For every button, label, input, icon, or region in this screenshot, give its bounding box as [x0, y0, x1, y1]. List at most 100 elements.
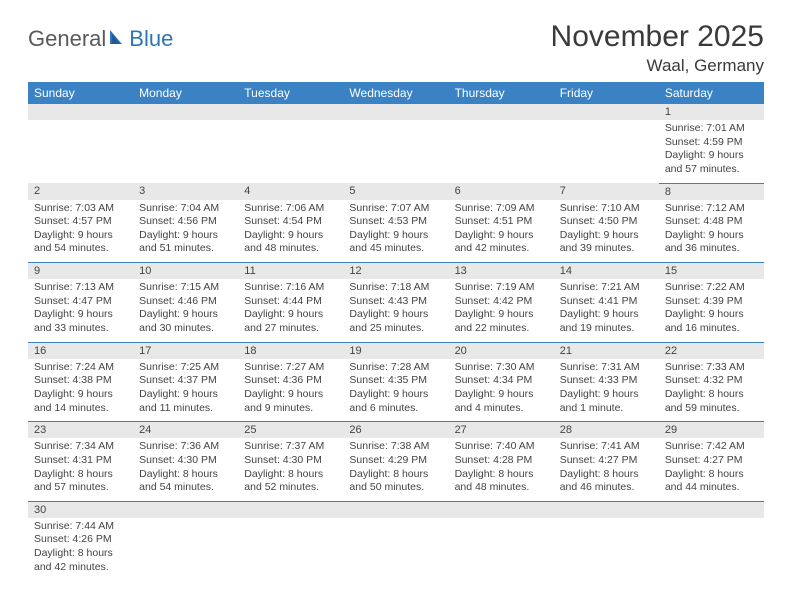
day-cell: Sunrise: 7:04 AMSunset: 4:56 PMDaylight:… — [133, 200, 238, 263]
day-cell: Sunrise: 7:41 AMSunset: 4:27 PMDaylight:… — [554, 438, 659, 501]
sunset: Sunset: 4:26 PM — [34, 533, 127, 547]
daylight-2: and 19 minutes. — [560, 322, 653, 336]
daylight-1: Daylight: 9 hours — [455, 229, 548, 243]
logo-text-1: General — [28, 26, 106, 52]
day-number: 2 — [28, 183, 133, 200]
daylight-2: and 25 minutes. — [349, 322, 442, 336]
daylight-2: and 42 minutes. — [34, 561, 127, 575]
daylight-2: and 57 minutes. — [34, 481, 127, 495]
day-number: 12 — [343, 263, 448, 280]
day-number — [133, 104, 238, 120]
daylight-2: and 54 minutes. — [139, 481, 232, 495]
sunset: Sunset: 4:59 PM — [665, 136, 758, 150]
daylight-1: Daylight: 9 hours — [349, 308, 442, 322]
daylight-2: and 54 minutes. — [34, 242, 127, 256]
day-cell: Sunrise: 7:42 AMSunset: 4:27 PMDaylight:… — [659, 438, 764, 501]
day-number: 22 — [659, 342, 764, 359]
sunset: Sunset: 4:41 PM — [560, 295, 653, 309]
sunrise: Sunrise: 7:13 AM — [34, 281, 127, 295]
sunrise: Sunrise: 7:21 AM — [560, 281, 653, 295]
day-cell: Sunrise: 7:34 AMSunset: 4:31 PMDaylight:… — [28, 438, 133, 501]
day-number: 28 — [554, 422, 659, 439]
day-cell: Sunrise: 7:44 AMSunset: 4:26 PMDaylight:… — [28, 518, 133, 581]
sunset: Sunset: 4:35 PM — [349, 374, 442, 388]
daylight-1: Daylight: 9 hours — [349, 388, 442, 402]
daylight-2: and 27 minutes. — [244, 322, 337, 336]
day-number — [343, 501, 448, 518]
day-header: Monday — [133, 82, 238, 104]
daylight-2: and 51 minutes. — [139, 242, 232, 256]
sunrise: Sunrise: 7:19 AM — [455, 281, 548, 295]
sunrise: Sunrise: 7:41 AM — [560, 440, 653, 454]
day-number-row: 2345678 — [28, 183, 764, 200]
day-number: 29 — [659, 422, 764, 439]
day-number: 20 — [449, 342, 554, 359]
sunset: Sunset: 4:43 PM — [349, 295, 442, 309]
sunset: Sunset: 4:28 PM — [455, 454, 548, 468]
daylight-1: Daylight: 9 hours — [665, 229, 758, 243]
day-number — [238, 104, 343, 120]
sunrise: Sunrise: 7:40 AM — [455, 440, 548, 454]
sail-icon — [108, 26, 128, 52]
day-cell: Sunrise: 7:09 AMSunset: 4:51 PMDaylight:… — [449, 200, 554, 263]
sunset: Sunset: 4:48 PM — [665, 215, 758, 229]
day-cell: Sunrise: 7:22 AMSunset: 4:39 PMDaylight:… — [659, 279, 764, 342]
day-cell: Sunrise: 7:07 AMSunset: 4:53 PMDaylight:… — [343, 200, 448, 263]
day-data-row: Sunrise: 7:44 AMSunset: 4:26 PMDaylight:… — [28, 518, 764, 581]
day-number — [133, 501, 238, 518]
sunrise: Sunrise: 7:06 AM — [244, 202, 337, 216]
day-data-row: Sunrise: 7:34 AMSunset: 4:31 PMDaylight:… — [28, 438, 764, 501]
day-data-row: Sunrise: 7:13 AMSunset: 4:47 PMDaylight:… — [28, 279, 764, 342]
day-cell — [133, 120, 238, 183]
daylight-1: Daylight: 9 hours — [139, 308, 232, 322]
day-number: 4 — [238, 183, 343, 200]
sunset: Sunset: 4:56 PM — [139, 215, 232, 229]
daylight-2: and 44 minutes. — [665, 481, 758, 495]
day-number: 16 — [28, 342, 133, 359]
daylight-1: Daylight: 9 hours — [244, 229, 337, 243]
daylight-2: and 46 minutes. — [560, 481, 653, 495]
daylight-1: Daylight: 9 hours — [34, 229, 127, 243]
sunrise: Sunrise: 7:44 AM — [34, 520, 127, 534]
day-cell: Sunrise: 7:13 AMSunset: 4:47 PMDaylight:… — [28, 279, 133, 342]
day-number-row: 23242526272829 — [28, 422, 764, 439]
sunset: Sunset: 4:33 PM — [560, 374, 653, 388]
day-cell — [449, 120, 554, 183]
day-number-row: 1 — [28, 104, 764, 120]
day-cell: Sunrise: 7:01 AMSunset: 4:59 PMDaylight:… — [659, 120, 764, 183]
day-number: 24 — [133, 422, 238, 439]
day-cell — [343, 518, 448, 581]
daylight-1: Daylight: 9 hours — [34, 388, 127, 402]
daylight-2: and 50 minutes. — [349, 481, 442, 495]
daylight-1: Daylight: 8 hours — [139, 468, 232, 482]
day-cell: Sunrise: 7:24 AMSunset: 4:38 PMDaylight:… — [28, 359, 133, 422]
sunrise: Sunrise: 7:03 AM — [34, 202, 127, 216]
daylight-2: and 6 minutes. — [349, 402, 442, 416]
daylight-1: Daylight: 8 hours — [560, 468, 653, 482]
day-number: 21 — [554, 342, 659, 359]
sunrise: Sunrise: 7:01 AM — [665, 122, 758, 136]
day-number: 23 — [28, 422, 133, 439]
sunset: Sunset: 4:54 PM — [244, 215, 337, 229]
daylight-1: Daylight: 9 hours — [34, 308, 127, 322]
daylight-2: and 30 minutes. — [139, 322, 232, 336]
sunrise: Sunrise: 7:27 AM — [244, 361, 337, 375]
logo: GeneralBlue — [28, 20, 173, 52]
daylight-2: and 48 minutes. — [244, 242, 337, 256]
day-cell: Sunrise: 7:33 AMSunset: 4:32 PMDaylight:… — [659, 359, 764, 422]
sunrise: Sunrise: 7:16 AM — [244, 281, 337, 295]
daylight-1: Daylight: 9 hours — [560, 388, 653, 402]
sunset: Sunset: 4:30 PM — [139, 454, 232, 468]
daylight-1: Daylight: 9 hours — [455, 388, 548, 402]
day-header-row: SundayMondayTuesdayWednesdayThursdayFrid… — [28, 82, 764, 104]
sunrise: Sunrise: 7:07 AM — [349, 202, 442, 216]
day-cell: Sunrise: 7:19 AMSunset: 4:42 PMDaylight:… — [449, 279, 554, 342]
sunset: Sunset: 4:30 PM — [244, 454, 337, 468]
sunset: Sunset: 4:37 PM — [139, 374, 232, 388]
sunset: Sunset: 4:27 PM — [560, 454, 653, 468]
daylight-2: and 59 minutes. — [665, 402, 758, 416]
day-cell: Sunrise: 7:40 AMSunset: 4:28 PMDaylight:… — [449, 438, 554, 501]
daylight-1: Daylight: 9 hours — [560, 308, 653, 322]
day-number: 10 — [133, 263, 238, 280]
sunset: Sunset: 4:29 PM — [349, 454, 442, 468]
